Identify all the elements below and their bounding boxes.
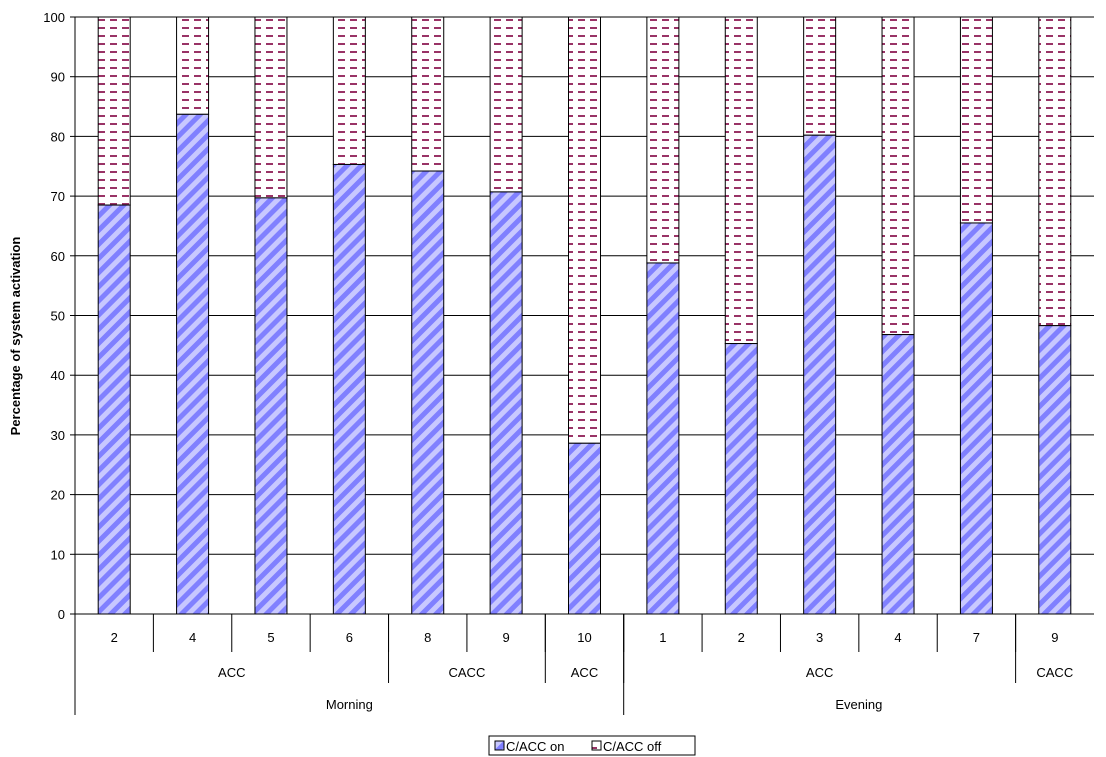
bar-segment-on [959, 222, 993, 615]
y-tick-label: 40 [51, 368, 65, 383]
y-axis-label: Percentage of system activation [8, 237, 23, 436]
bar-segment-on [411, 170, 445, 615]
bar-segment-on [881, 334, 915, 615]
group-level2-label: Evening [835, 697, 882, 712]
group-level2-labels: Morning Evening [326, 614, 882, 715]
bar-segment-on [489, 191, 523, 615]
group-level1-label: CACC [449, 665, 486, 680]
group-level2-label: Morning [326, 697, 373, 712]
bar-segment-off [411, 16, 445, 172]
bar-segment-off [489, 16, 523, 193]
bar-segment-off [646, 16, 680, 264]
bar-segment-on [254, 197, 288, 615]
bar-segment-off [959, 16, 993, 224]
group-level1-label: ACC [218, 665, 245, 680]
x-category-label: 4 [894, 630, 901, 645]
y-tick-label: 30 [51, 428, 65, 443]
bar-segment-off [1038, 16, 1072, 327]
x-category-label: 2 [738, 630, 745, 645]
group-level1-labels: ACC CACC ACC ACC CACC [218, 614, 1073, 683]
bar-segment-on [724, 343, 758, 615]
legend: C/ACC on C/ACC off [488, 735, 696, 756]
bar-segment-on [176, 113, 210, 615]
x-category-label: 10 [577, 630, 591, 645]
axes [74, 17, 1094, 715]
bar-segment-on [646, 262, 680, 615]
bar-segment-off [332, 16, 366, 165]
legend-label-on: C/ACC on [506, 739, 565, 754]
bar-segment-off [724, 16, 758, 345]
y-tick-labels: 0 10 20 30 40 50 60 70 80 90 100 [43, 10, 65, 622]
bar-segment-on [97, 204, 131, 615]
x-category-label: 1 [659, 630, 666, 645]
y-tick-label: 0 [58, 607, 65, 622]
bar-segment-off [97, 16, 131, 206]
legend-swatch-on [494, 740, 505, 751]
x-category-label: 9 [1051, 630, 1058, 645]
y-tick-label: 20 [51, 488, 65, 503]
x-category-label: 5 [267, 630, 274, 645]
y-tick-label: 90 [51, 70, 65, 85]
bar-segment-off [881, 16, 915, 336]
y-tick-label: 50 [51, 309, 65, 324]
bars [97, 16, 1072, 615]
bar-segment-on [332, 163, 366, 615]
y-tick-label: 100 [43, 10, 65, 25]
group-level1-label: ACC [806, 665, 833, 680]
y-tick-label: 70 [51, 189, 65, 204]
bar-segment-off [254, 16, 288, 199]
bar-segment-off [568, 16, 601, 444]
bar-segment-off [803, 16, 837, 136]
legend-label-off: C/ACC off [603, 739, 662, 754]
bar-segment-on [568, 442, 601, 615]
x-category-label: 8 [424, 630, 431, 645]
y-tick-label: 10 [51, 547, 65, 562]
x-category-label: 6 [346, 630, 353, 645]
legend-swatch-off [591, 740, 602, 751]
group-level1-label: ACC [571, 665, 598, 680]
x-category-label: 2 [111, 630, 118, 645]
x-category-label: 7 [973, 630, 980, 645]
y-tick-label: 60 [51, 249, 65, 264]
bar-segment-on [803, 134, 837, 615]
x-category-label: 9 [502, 630, 509, 645]
bar-segment-on [1038, 325, 1072, 615]
x-category-labels: 2 4 5 6 8 9 10 1 2 3 4 7 9 [111, 614, 1058, 652]
group-level1-label: CACC [1036, 665, 1073, 680]
x-category-label: 4 [189, 630, 196, 645]
y-tick-label: 80 [51, 129, 65, 144]
bar-segment-off [176, 16, 210, 115]
x-category-label: 3 [816, 630, 823, 645]
